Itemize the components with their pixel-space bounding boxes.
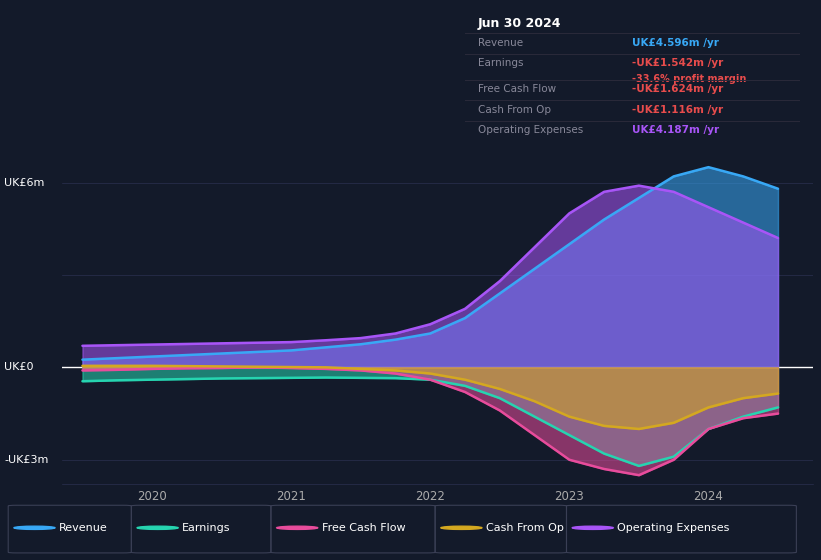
Circle shape: [572, 526, 613, 529]
Text: -UK£1.542m /yr: -UK£1.542m /yr: [632, 58, 723, 68]
Text: Revenue: Revenue: [478, 38, 523, 48]
Text: UK£6m: UK£6m: [4, 178, 44, 188]
Circle shape: [14, 526, 55, 529]
Text: UK£0: UK£0: [4, 362, 34, 372]
Text: UK£4.596m /yr: UK£4.596m /yr: [632, 38, 719, 48]
Text: -UK£3m: -UK£3m: [4, 455, 48, 465]
Text: Free Cash Flow: Free Cash Flow: [322, 523, 406, 533]
Text: -UK£1.624m /yr: -UK£1.624m /yr: [632, 85, 723, 94]
Text: Cash From Op: Cash From Op: [478, 105, 551, 115]
Circle shape: [137, 526, 178, 529]
Text: -33.6% profit margin: -33.6% profit margin: [632, 74, 746, 84]
Text: Earnings: Earnings: [182, 523, 231, 533]
Text: Operating Expenses: Operating Expenses: [478, 125, 584, 135]
Text: Operating Expenses: Operating Expenses: [617, 523, 730, 533]
Text: Earnings: Earnings: [478, 58, 524, 68]
Circle shape: [277, 526, 318, 529]
Text: Free Cash Flow: Free Cash Flow: [478, 85, 556, 94]
Text: Jun 30 2024: Jun 30 2024: [478, 17, 562, 30]
Text: -UK£1.116m /yr: -UK£1.116m /yr: [632, 105, 723, 115]
Text: Revenue: Revenue: [59, 523, 108, 533]
Text: Cash From Op: Cash From Op: [486, 523, 564, 533]
Circle shape: [441, 526, 482, 529]
Text: UK£4.187m /yr: UK£4.187m /yr: [632, 125, 719, 135]
